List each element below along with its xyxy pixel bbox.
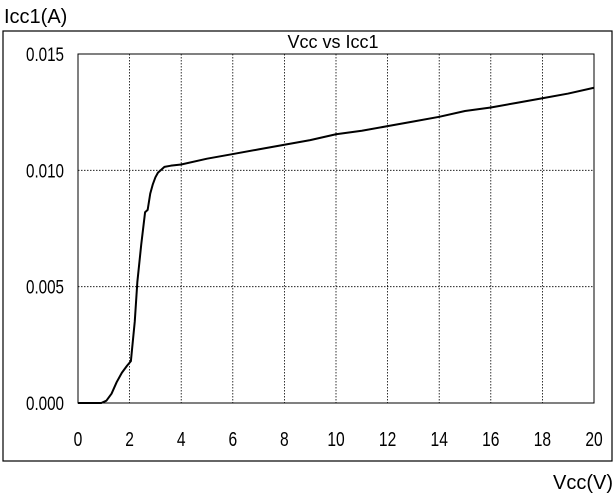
y-tick-label: 0.005 <box>26 276 64 298</box>
x-tick-label: 0 <box>74 428 83 450</box>
x-tick-label: 10 <box>327 428 344 450</box>
series <box>78 86 595 404</box>
y-tick-label: 0.015 <box>26 43 64 65</box>
x-tick-label: 18 <box>534 428 551 450</box>
y-tick-labels: 0.000 0.005 0.010 0.015 <box>26 43 64 414</box>
x-tick-label: 2 <box>125 428 134 450</box>
x-tick-label: 20 <box>585 428 602 450</box>
x-tick-label: 8 <box>280 428 289 450</box>
y-tick-label: 0.000 <box>26 392 64 414</box>
x-tick-label: 4 <box>177 428 186 450</box>
x-tick-label: 12 <box>379 428 396 450</box>
x-tick-label: 16 <box>482 428 499 450</box>
y-axis-label: Icc1(A) <box>4 6 67 28</box>
x-tick-label: 14 <box>431 428 448 450</box>
series-line <box>78 86 595 404</box>
x-axis-label: Vcc(V) <box>553 472 613 494</box>
grid <box>78 54 594 403</box>
y-tick-label: 0.010 <box>26 160 64 182</box>
x-tick-labels: 0 2 4 6 8 10 12 14 16 18 20 <box>74 428 603 450</box>
chart-title: Vcc vs Icc1 <box>287 32 378 52</box>
x-tick-label: 6 <box>228 428 237 450</box>
chart-frame <box>2 30 613 462</box>
